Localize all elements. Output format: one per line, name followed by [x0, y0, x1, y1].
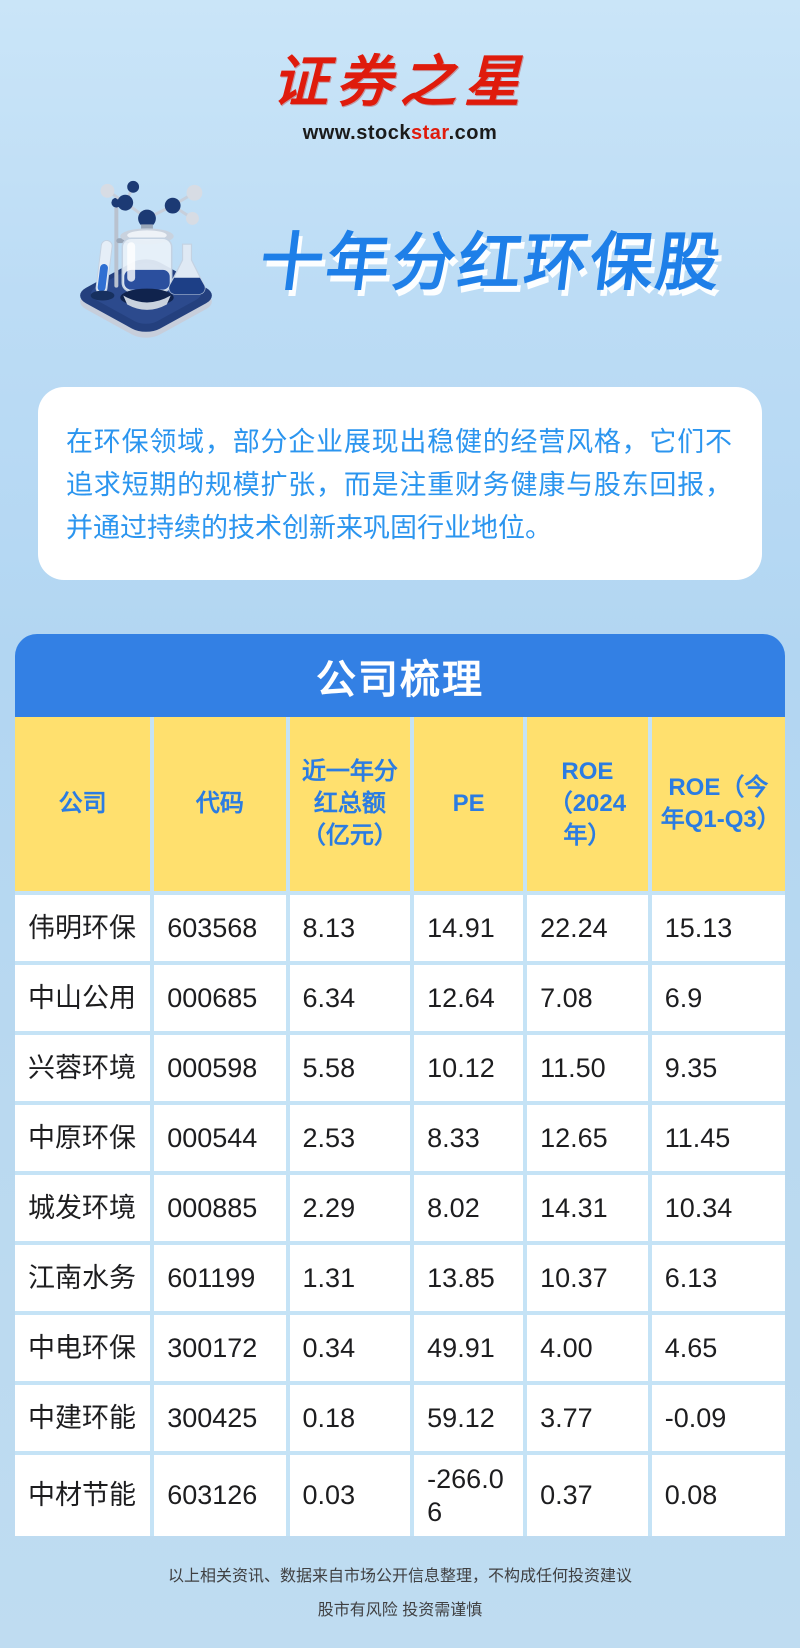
- hero-title-wrap: 十年分红环保股: [230, 212, 754, 303]
- brand-header: 证券之星 www.stockstar.com: [0, 0, 800, 145]
- table-cell: 7.08: [527, 965, 648, 1032]
- table-cell: 10.37: [527, 1245, 648, 1312]
- table-cell: 12.64: [414, 965, 524, 1032]
- table-cell: -0.09: [651, 1385, 785, 1452]
- brand-logo: 证券之星: [272, 49, 528, 115]
- table-cell: 300425: [154, 1385, 286, 1452]
- table-cell: 3.77: [527, 1385, 648, 1452]
- table-cell: 8.13: [289, 895, 411, 962]
- footer-disclaimer-line2: 股市有风险 投资需谨慎: [317, 1601, 483, 1619]
- table-cell: 4.65: [651, 1315, 785, 1382]
- brand-url-highlight: star: [410, 121, 449, 144]
- table-cell: 中材节能: [15, 1455, 151, 1536]
- company-table-grid: 公司 代码 近一年分红总额（亿元） PE ROE（2024年） ROE（今年Q1-Q3） 伟…: [15, 717, 785, 1536]
- table-cell: 000885: [154, 1175, 286, 1242]
- table-cell: 0.18: [289, 1385, 411, 1452]
- table-cell: 10.34: [651, 1175, 785, 1242]
- table-cell: 15.13: [651, 895, 785, 962]
- footer-disclaimer-line1: 以上相关资讯、数据来自市场公开信息整理，不构成任何投资建议: [167, 1567, 632, 1585]
- table-cell: 603568: [154, 895, 286, 962]
- table-cell: 6.13: [651, 1245, 785, 1312]
- intro-text: 在环保领域，部分企业展现出稳健的经营风格，它们不追求短期的规模扩张，而是注重财务…: [66, 426, 732, 543]
- table-cell: 49.91: [414, 1315, 524, 1382]
- table-cell: 1.31: [289, 1245, 411, 1312]
- table-cell: 中建环能: [15, 1385, 151, 1452]
- brand-url: www.stockstar.com: [0, 122, 800, 145]
- table-cell: 59.12: [414, 1385, 524, 1452]
- table-cell: 000544: [154, 1105, 286, 1172]
- table-cell: 8.33: [414, 1105, 524, 1172]
- table-cell: 中电环保: [15, 1315, 151, 1382]
- intro-card: 在环保领域，部分企业展现出稳健的经营风格，它们不追求短期的规模扩张，而是注重财务…: [38, 386, 762, 581]
- table-cell: 6.9: [651, 965, 785, 1032]
- hero-section: 十年分红环保股: [0, 175, 800, 341]
- table-cell: 0.34: [289, 1315, 411, 1382]
- table-cell: 000685: [154, 965, 286, 1032]
- column-header: ROE（2024年）: [527, 717, 648, 892]
- column-header: 代码: [154, 717, 286, 892]
- table-cell: 22.24: [527, 895, 648, 962]
- table-cell: 伟明环保: [15, 895, 151, 962]
- brand-url-suffix: .com: [448, 121, 498, 144]
- table-cell: 9.35: [651, 1035, 785, 1102]
- table-cell: 中原环保: [15, 1105, 151, 1172]
- column-header: 近一年分红总额（亿元）: [289, 717, 411, 892]
- table-cell: -266.06: [414, 1455, 524, 1536]
- table-cell: 10.12: [414, 1035, 524, 1102]
- table-cell: 2.53: [289, 1105, 411, 1172]
- table-cell: 000598: [154, 1035, 286, 1102]
- footer-disclaimer: 以上相关资讯、数据来自市场公开信息整理，不构成任何投资建议 股市有风险 投资需谨…: [0, 1560, 800, 1627]
- table-cell: 603126: [154, 1455, 286, 1536]
- table-cell: 11.50: [527, 1035, 648, 1102]
- table-cell: 5.58: [289, 1035, 411, 1102]
- table-cell: 中山公用: [15, 965, 151, 1032]
- company-table: 公司梳理 公司 代码 近一年分红总额（亿元） PE ROE（2024年） ROE（今年Q1…: [15, 634, 785, 1536]
- table-cell: 0.37: [527, 1455, 648, 1536]
- table-cell: 13.85: [414, 1245, 524, 1312]
- table-cell: 8.02: [414, 1175, 524, 1242]
- page-title: 十年分红环保股: [256, 228, 727, 299]
- table-cell: 4.00: [527, 1315, 648, 1382]
- table-title: 公司梳理: [15, 634, 785, 718]
- table-cell: 11.45: [651, 1105, 785, 1172]
- table-cell: 0.03: [289, 1455, 411, 1536]
- table-cell: 12.65: [527, 1105, 648, 1172]
- table-cell: 江南水务: [15, 1245, 151, 1312]
- table-cell: 14.31: [527, 1175, 648, 1242]
- table-cell: 0.08: [651, 1455, 785, 1536]
- table-cell: 兴蓉环境: [15, 1035, 151, 1102]
- table-cell: 6.34: [289, 965, 411, 1032]
- column-header: 公司: [15, 717, 151, 892]
- table-cell: 601199: [154, 1245, 286, 1312]
- lab-reactor-icon: [80, 180, 212, 338]
- column-header: ROE（今年Q1-Q3）: [651, 717, 785, 892]
- table-cell: 2.29: [289, 1175, 411, 1242]
- table-cell: 300172: [154, 1315, 286, 1382]
- brand-url-prefix: www.stock: [302, 121, 411, 144]
- table-cell: 城发环境: [15, 1175, 151, 1242]
- column-header: PE: [414, 717, 524, 892]
- table-cell: 14.91: [414, 895, 524, 962]
